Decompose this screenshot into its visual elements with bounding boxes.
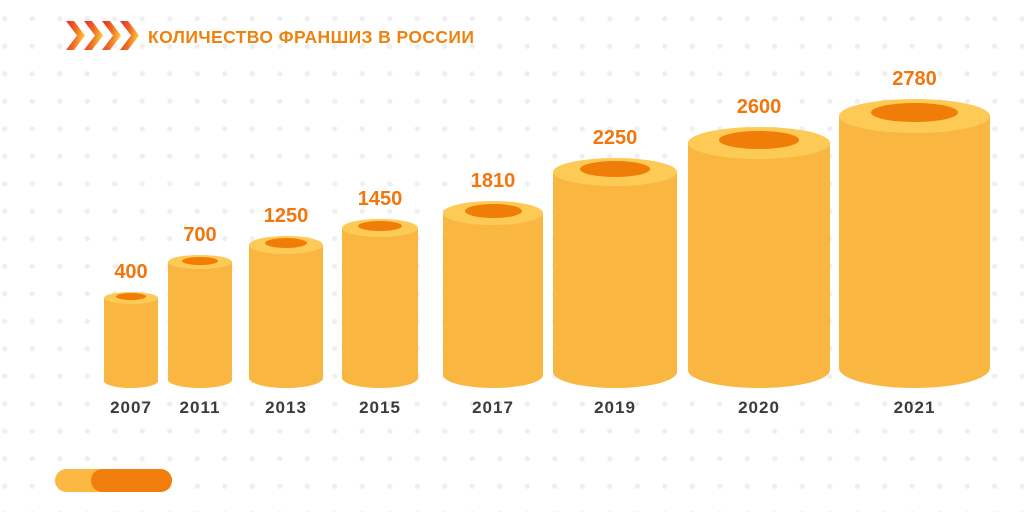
year-label: 2019 xyxy=(594,398,636,417)
value-label: 1450 xyxy=(357,188,403,210)
cylinder-bar: 1250 2013 xyxy=(249,205,323,417)
year-label: 2021 xyxy=(893,398,936,417)
cylinder-body xyxy=(688,143,830,388)
cylinder-bar: 1450 2015 xyxy=(342,188,418,417)
cylinder-body xyxy=(249,245,323,388)
value-label: 1250 xyxy=(263,205,309,227)
header: КОЛИЧЕСТВО ФРАНШИЗ В РОССИИ xyxy=(0,0,1024,60)
progress-pill-decoration xyxy=(55,469,172,492)
cylinder-hole xyxy=(464,204,522,218)
cylinder-hole xyxy=(264,238,308,248)
value-label: 2780 xyxy=(892,68,937,90)
cylinder-body xyxy=(342,228,418,388)
year-label: 2020 xyxy=(738,398,780,417)
year-label: 2007 xyxy=(110,398,152,417)
cylinder-hole xyxy=(358,221,402,231)
chevrons-decoration xyxy=(66,21,139,50)
cylinder-hole xyxy=(871,103,958,122)
cylinder-hole xyxy=(181,257,219,265)
cylinder-body xyxy=(839,116,990,388)
cylinder-bar: 2250 2019 xyxy=(553,127,677,417)
cylinder-bar: 1810 2017 xyxy=(443,170,543,417)
year-label: 2017 xyxy=(472,398,514,417)
cylinder-bar: 2600 2020 xyxy=(688,96,830,417)
chart-title: КОЛИЧЕСТВО ФРАНШИЗ В РОССИИ xyxy=(148,27,475,47)
cylinder-body xyxy=(168,262,232,388)
cylinder-hole xyxy=(718,131,800,149)
year-label: 2015 xyxy=(359,398,401,417)
value-label: 2250 xyxy=(592,127,638,149)
cylinder-body xyxy=(104,298,158,388)
cylinder-hole xyxy=(115,293,147,300)
year-label: 2013 xyxy=(265,398,307,417)
cylinder-body xyxy=(553,172,677,388)
value-label: 700 xyxy=(183,224,217,246)
cylinder-bar: 2780 2021 xyxy=(839,68,990,417)
cylinder-hole xyxy=(579,161,651,177)
pill-dark-segment xyxy=(91,469,172,492)
cylinder-body xyxy=(443,213,543,388)
year-label: 2011 xyxy=(179,398,221,417)
cylinder-bar: 700 2011 xyxy=(168,224,232,417)
value-label: 1810 xyxy=(470,170,516,192)
value-label: 400 xyxy=(114,261,148,283)
value-label: 2600 xyxy=(736,96,782,118)
cylinder-bar: 400 2007 xyxy=(104,261,158,417)
